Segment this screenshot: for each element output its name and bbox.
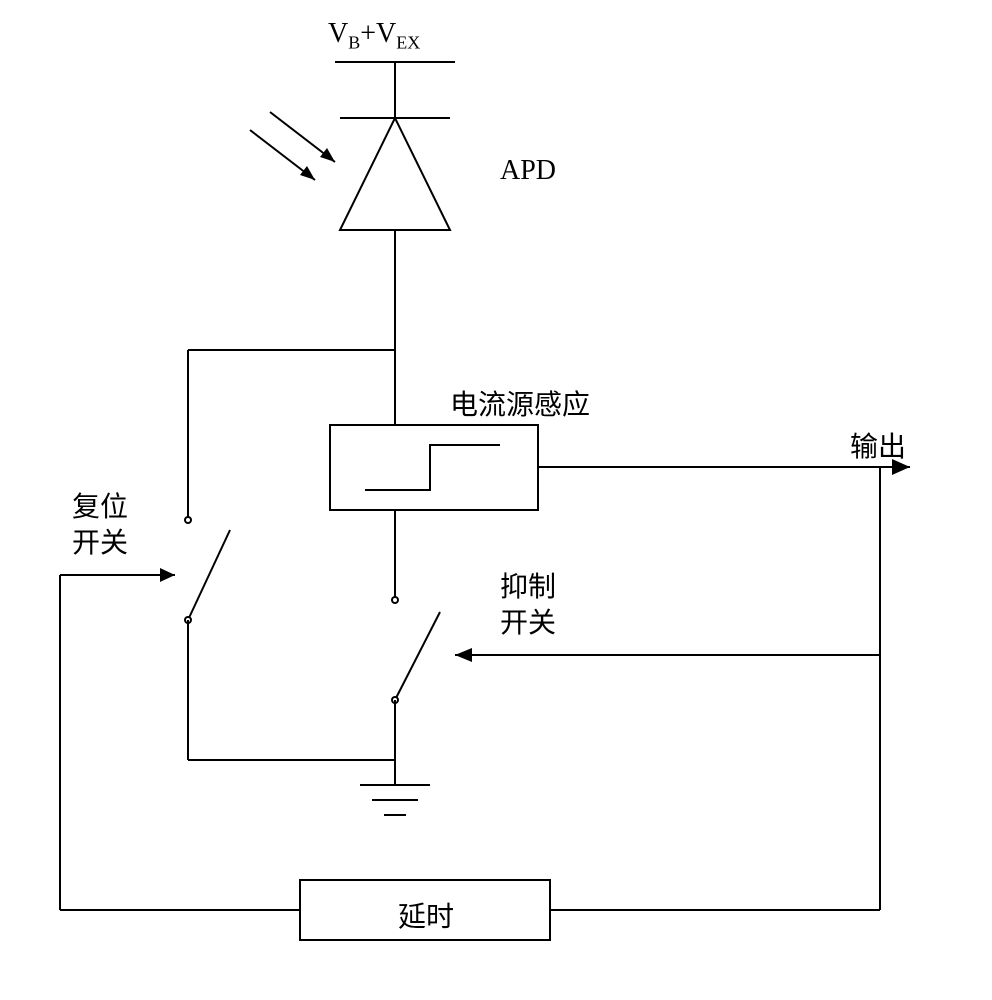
apd-label: APD [500, 155, 556, 187]
reset-switch-label-line1: 复位 [72, 490, 128, 526]
quench-switch-label: 抑制 开关 [500, 570, 556, 643]
reset-switch-label: 复位 开关 [72, 490, 128, 563]
current-sense-box [330, 425, 538, 510]
photon-arrows [250, 112, 335, 180]
quench-switch-blade [395, 612, 440, 700]
output-label: 输出 [850, 425, 906, 465]
quench-control-arrowhead [455, 648, 472, 662]
reset-switch-label-line2: 开关 [72, 526, 128, 562]
delay-label: 延时 [398, 895, 454, 935]
quench-switch-label-line2: 开关 [500, 606, 556, 642]
step-waveform [365, 445, 500, 490]
quench-switch-label-line1: 抑制 [500, 570, 556, 606]
supply-label: VB+VEX [328, 18, 420, 54]
quench-switch-top-node [392, 597, 398, 603]
reset-control-arrowhead [160, 568, 175, 582]
reset-switch-blade [188, 530, 230, 620]
apd-triangle [340, 118, 450, 230]
reset-switch-top-node [185, 517, 191, 523]
current-sense-label: 电流源感应 [450, 383, 590, 423]
circuit-diagram [0, 0, 992, 1000]
